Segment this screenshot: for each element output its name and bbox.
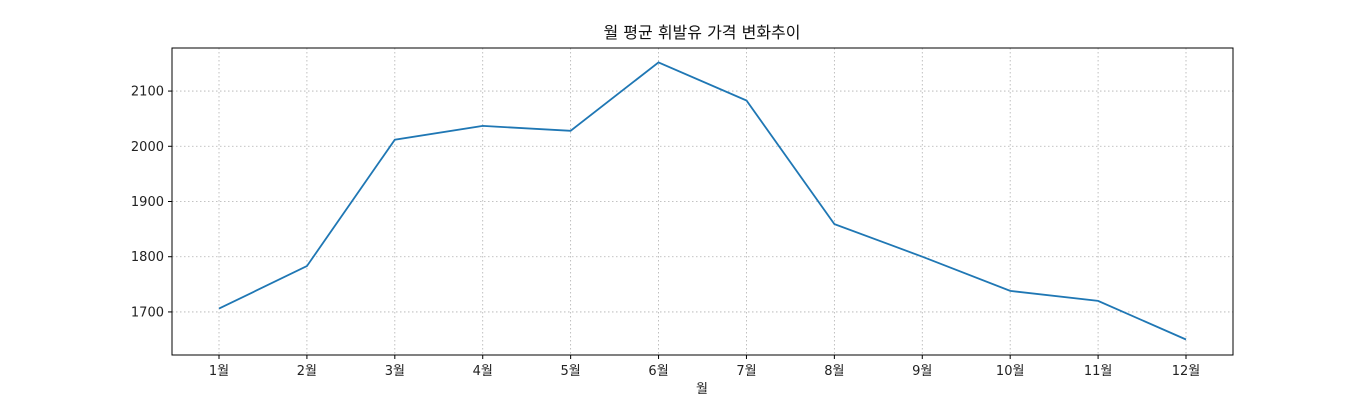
x-tick-label: 8월 [824,364,844,379]
x-tick-label: 4월 [473,364,493,379]
y-axis: 1700 1800 1900 2000 2100 [131,85,172,320]
x-axis: 1월 2월 3월 4월 5월 6월 7월 8월 9월 10월 11월 12월 [209,355,1200,379]
y-tick-label: 1800 [131,250,164,265]
series-layer [218,61,1187,341]
x-tick-label: 12월 [1172,364,1201,379]
x-tick-label: 10월 [996,364,1025,379]
grid-lines [172,48,1233,355]
y-tick-label: 2100 [131,85,164,100]
series-line [218,61,1187,341]
x-tick-label: 3월 [385,364,405,379]
x-tick-label: 2월 [297,364,317,379]
y-tick-label: 2000 [131,140,164,155]
x-tick-label: 6월 [648,364,668,379]
x-tick-label: 9월 [912,364,932,379]
x-tick-label: 11월 [1084,364,1113,379]
chart-title: 월 평균 휘발유 가격 변화추이 [604,23,801,42]
x-tick-label: 7월 [736,364,756,379]
x-tick-label: 5월 [561,364,581,379]
y-tick-label: 1700 [131,305,164,320]
plot-frame [171,47,1234,356]
x-axis-label: 월 [696,382,708,397]
x-tick-label: 1월 [209,364,229,379]
y-tick-label: 1900 [131,195,164,210]
